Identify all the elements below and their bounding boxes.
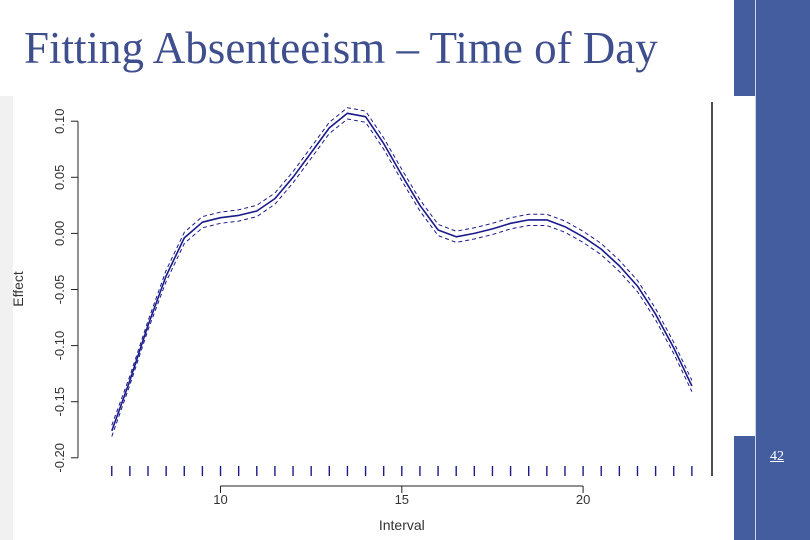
x-axis-label: Interval (379, 517, 425, 533)
x-axis-ticks: 10 15 20 (213, 486, 590, 507)
rug-marks (111, 466, 693, 476)
y-tick-label: 0.05 (52, 165, 67, 190)
y-tick-label: -0.15 (52, 387, 67, 417)
x-tick-label: 10 (213, 492, 227, 507)
slide-number[interactable]: 42 (770, 449, 784, 464)
effect-estimate-line (111, 112, 693, 432)
y-tick-label: -0.05 (52, 275, 67, 305)
y-tick-label: -0.20 (52, 443, 67, 473)
sidebar-accent-top (734, 0, 755, 96)
slide-title: Fitting Absenteeism – Time of Day (24, 23, 658, 73)
sidebar-divider-line (755, 0, 756, 540)
effect-chart: -0.20-0.15-0.10-0.050.000.050.10 10 15 20 … (13, 102, 713, 533)
left-margin-strip (0, 96, 13, 540)
y-axis-ticks: -0.20 -0.15 -0.10 -0.05 0.00 0.05 0.10 (52, 109, 78, 473)
y-tick-label: 0.10 (52, 109, 67, 134)
confidence-bound-line (111, 107, 693, 426)
confidence-bound-line (111, 118, 693, 437)
plot-panel: -0.20 -0.15 -0.10 -0.05 0.00 0.05 0.10 10 15 20 … (13, 96, 734, 540)
y-tick-label: 0.00 (52, 221, 67, 246)
slide-sidebar (755, 0, 810, 540)
x-tick-label: 20 (576, 492, 590, 507)
x-tick-label: 15 (395, 492, 409, 507)
y-tick-label: -0.10 (52, 331, 67, 361)
y-axis-label: Effect (13, 271, 26, 307)
sidebar-accent-bottom (734, 436, 755, 540)
series-lines (111, 107, 693, 437)
